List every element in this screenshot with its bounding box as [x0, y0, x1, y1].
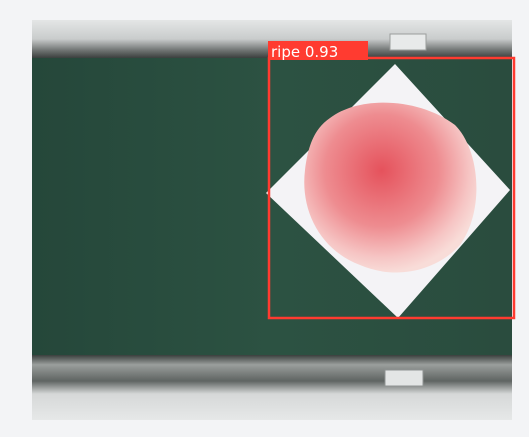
photo — [32, 20, 512, 420]
detection-box — [267, 56, 516, 320]
detection-label: ripe 0.93 — [271, 43, 338, 61]
peach — [304, 102, 477, 273]
clip — [389, 33, 427, 51]
label-background — [268, 41, 368, 60]
bottom-rail — [32, 355, 512, 420]
clip — [384, 369, 424, 387]
